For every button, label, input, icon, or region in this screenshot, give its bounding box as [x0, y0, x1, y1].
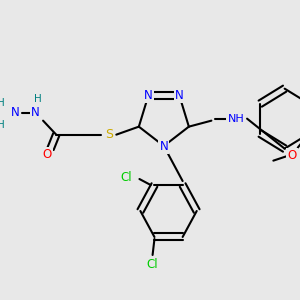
- Text: Cl: Cl: [121, 170, 132, 184]
- Text: S: S: [105, 128, 113, 141]
- Text: NH: NH: [227, 114, 244, 124]
- Text: N: N: [175, 89, 184, 102]
- Text: N: N: [11, 106, 19, 119]
- Text: N: N: [144, 89, 153, 102]
- Text: N: N: [160, 140, 168, 152]
- Text: H: H: [0, 120, 5, 130]
- Text: O: O: [42, 148, 52, 161]
- Text: O: O: [287, 149, 297, 162]
- Text: H: H: [0, 98, 5, 108]
- Text: Cl: Cl: [147, 259, 158, 272]
- Text: H: H: [34, 94, 41, 104]
- Text: N: N: [31, 106, 40, 119]
